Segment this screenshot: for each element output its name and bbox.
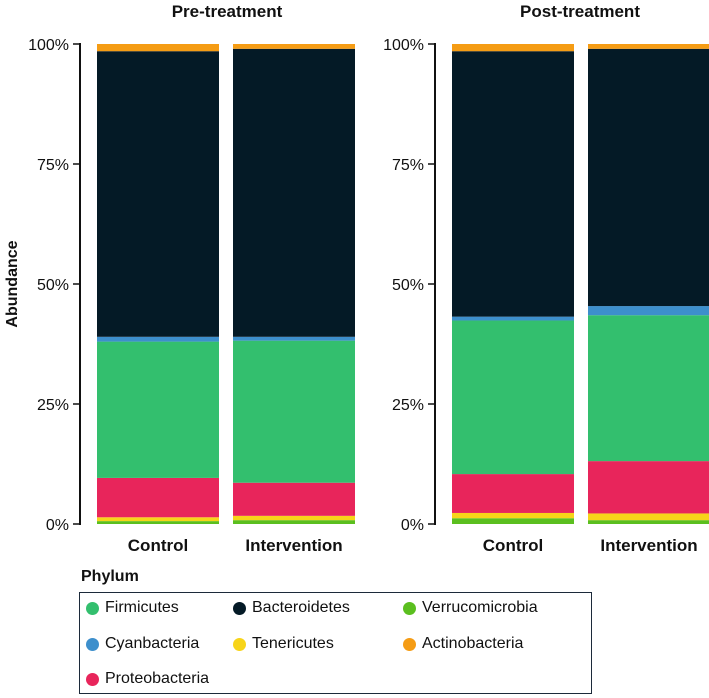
bar-segment-control-actinobacteria — [97, 44, 219, 52]
y-axis-label: Abundance — [4, 240, 21, 327]
bar-segment-control-actinobacteria — [452, 44, 574, 52]
bar-segment-control-firmicutes — [97, 341, 219, 478]
legend-label-verrucomicrobia: Verrucomicrobia — [422, 599, 538, 616]
bar-segment-intervention-cyanbacteria — [233, 336, 355, 341]
bar-segment-control-cyanbacteria — [97, 336, 219, 342]
bar-segment-intervention-proteobacteria — [588, 461, 709, 514]
y-tick-label: 25% — [392, 397, 424, 414]
bar-segment-intervention-cyanbacteria — [588, 306, 709, 316]
legend-label-cyanbacteria: Cyanbacteria — [105, 635, 200, 652]
y-tick-label: 100% — [383, 37, 424, 54]
bar-segment-intervention-verrucomicrobia — [233, 520, 355, 524]
bar-segment-intervention-proteobacteria — [233, 482, 355, 516]
panel-title: Pre-treatment — [172, 2, 283, 21]
x-tick-label-intervention: Intervention — [245, 536, 342, 555]
y-tick-label: 25% — [37, 397, 69, 414]
bar-segment-control-tenericutes — [452, 512, 574, 519]
legend-swatch-actinobacteria — [403, 637, 416, 651]
legend-swatch-tenericutes — [233, 637, 246, 651]
x-tick-label-control: Control — [483, 536, 543, 555]
legend-label-bacteroidetes: Bacteroidetes — [252, 599, 350, 616]
y-tick-label: 0% — [46, 517, 69, 534]
panel-post-treatment: Post-treatment 0% 25% 50% 75% 100% Control Inte… — [383, 2, 709, 555]
legend-swatch-cyanbacteria — [86, 637, 99, 651]
legend-swatch-verrucomicrobia — [403, 601, 416, 615]
y-tick-label: 75% — [392, 157, 424, 174]
legend-label-actinobacteria: Actinobacteria — [422, 635, 524, 652]
y-tick-label: 0% — [401, 517, 424, 534]
legend-swatch-proteobacteria — [86, 672, 99, 686]
y-tick-label: 75% — [37, 157, 69, 174]
bar-segment-intervention-bacteroidetes — [588, 48, 709, 307]
legend-swatch-firmicutes — [86, 601, 99, 615]
panel-title: Post-treatment — [520, 2, 640, 21]
legend-title: Phylum — [81, 568, 139, 585]
bar-segment-control-verrucomicrobia — [452, 518, 574, 524]
bar-segment-intervention-bacteroidetes — [233, 48, 355, 337]
bar-segment-intervention-firmicutes — [588, 315, 709, 462]
legend-label-proteobacteria: Proteobacteria — [105, 670, 210, 687]
bar-segment-intervention-verrucomicrobia — [588, 520, 709, 524]
bar-segment-intervention-firmicutes — [233, 340, 355, 483]
legend-item-proteobacteria: Proteobacteria — [86, 670, 209, 688]
legend-item-bacteroidetes: Bacteroidetes — [233, 599, 350, 617]
bar-segment-control-cyanbacteria — [452, 316, 574, 321]
legend: Firmicutes Bacteroidetes Verrucomicrobia… — [79, 592, 592, 694]
legend-label-firmicutes: Firmicutes — [105, 599, 179, 616]
bar-segment-control-proteobacteria — [452, 474, 574, 513]
chart-area: Abundance Pre-treatment 0% 25% 50% 75% 100% Con… — [4, 2, 709, 555]
bar-segment-control-proteobacteria — [97, 477, 219, 518]
bar-segment-intervention-actinobacteria — [588, 44, 709, 49]
y-tick-label: 50% — [392, 277, 424, 294]
legend-item-cyanbacteria: Cyanbacteria — [86, 635, 199, 653]
y-tick-label: 50% — [37, 277, 69, 294]
bar-segment-control-bacteroidetes — [97, 51, 219, 337]
legend-item-tenericutes: Tenericutes — [233, 635, 334, 653]
legend-swatch-bacteroidetes — [233, 601, 246, 615]
legend-label-tenericutes: Tenericutes — [252, 635, 334, 652]
bar-segment-control-tenericutes — [97, 517, 219, 522]
legend-item-actinobacteria: Actinobacteria — [403, 635, 523, 653]
legend-item-verrucomicrobia: Verrucomicrobia — [403, 599, 538, 617]
bar-segment-control-firmicutes — [452, 320, 574, 475]
bar-segment-control-verrucomicrobia — [97, 521, 219, 524]
legend-item-firmicutes: Firmicutes — [86, 599, 179, 617]
bar-segment-intervention-actinobacteria — [233, 44, 355, 49]
panel-pre-treatment: Pre-treatment 0% 25% 50% 75% 100% Control Inter… — [28, 2, 355, 555]
y-tick-label: 100% — [28, 37, 69, 54]
x-tick-label-control: Control — [128, 536, 188, 555]
bar-segment-intervention-tenericutes — [588, 513, 709, 521]
bar-segment-intervention-tenericutes — [233, 515, 355, 521]
bar-segment-control-bacteroidetes — [452, 51, 574, 317]
x-tick-label-intervention: Intervention — [600, 536, 697, 555]
